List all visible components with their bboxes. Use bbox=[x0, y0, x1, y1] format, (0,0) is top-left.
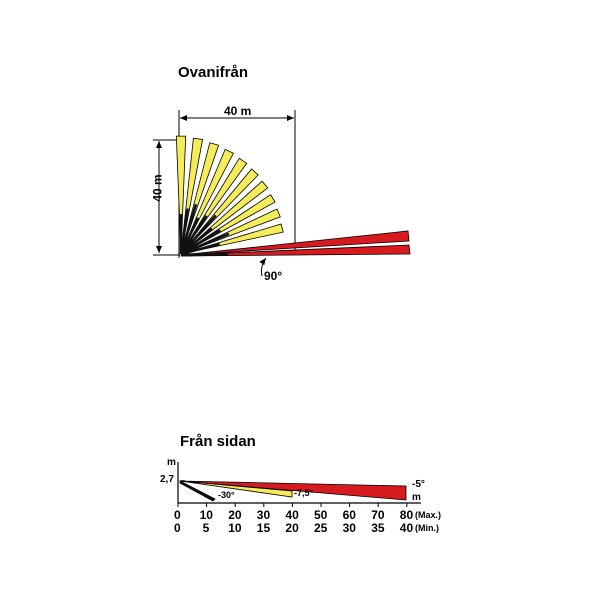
side-y-unit: m bbox=[167, 457, 176, 468]
scale-min-tick-label: 20 bbox=[285, 521, 299, 535]
side-view-ticks bbox=[177, 503, 408, 507]
side-creep-zone bbox=[179, 480, 216, 502]
top-view-angle-label: 90° bbox=[264, 269, 283, 283]
scale-min-tick-label: 40 bbox=[399, 521, 414, 535]
side-height-label: 2,7 bbox=[160, 474, 174, 485]
scale-max-tick-label: 60 bbox=[342, 508, 356, 522]
scale-min-label: (Min.) bbox=[415, 523, 439, 533]
scale-max-tick-label: 20 bbox=[228, 508, 242, 522]
top-view-creep-6 bbox=[180, 214, 217, 255]
long-range-creep-zone bbox=[180, 252, 229, 257]
long-range-zone-lower bbox=[180, 244, 411, 257]
scale-max-tick-label: 10 bbox=[199, 508, 213, 522]
scale-min-tick-label: 25 bbox=[314, 521, 328, 535]
top-view-zone-1 bbox=[175, 135, 187, 255]
scale-max-tick-label: 40 bbox=[285, 508, 299, 522]
scale-max-label: (Max.) bbox=[415, 510, 442, 520]
scale-min-tick-label: 15 bbox=[256, 521, 271, 535]
scale-min-tick-label: 0 bbox=[174, 521, 181, 535]
top-view-zone-fan bbox=[175, 135, 284, 256]
top-view-title: Ovanifrån bbox=[178, 64, 249, 81]
scale-min-tick-label: 30 bbox=[342, 521, 356, 535]
long-range-zone-upper bbox=[180, 230, 410, 256]
side-angle-long-label: -5° bbox=[412, 479, 425, 490]
top-view-creep-10 bbox=[180, 242, 221, 256]
angle-pointer-arrow bbox=[259, 257, 267, 277]
top-view-creep-3 bbox=[179, 203, 198, 255]
side-view-title: Från sidan bbox=[180, 433, 256, 450]
scale-max-tick-label: 50 bbox=[314, 508, 328, 522]
side-angle-mid-label: -7,5° bbox=[294, 488, 314, 498]
scale-max-tick-label: 80 bbox=[399, 508, 414, 522]
side-mid-range-zone bbox=[179, 480, 293, 498]
side-x-unit: m bbox=[412, 492, 421, 503]
scale-max-tick-label: 0 bbox=[174, 508, 181, 522]
top-view-width-label: 40 m bbox=[224, 104, 252, 118]
scale-min-tick-label: 10 bbox=[228, 521, 242, 535]
scale-min-tick-label: 35 bbox=[371, 521, 385, 535]
side-angle-steep-label: -30° bbox=[218, 490, 235, 500]
scale-max-tick-label: 30 bbox=[256, 508, 271, 522]
scale-min-tick-label: 5 bbox=[202, 521, 210, 535]
scale-max-tick-label: 70 bbox=[371, 508, 385, 522]
top-view-creep-9 bbox=[180, 232, 230, 256]
